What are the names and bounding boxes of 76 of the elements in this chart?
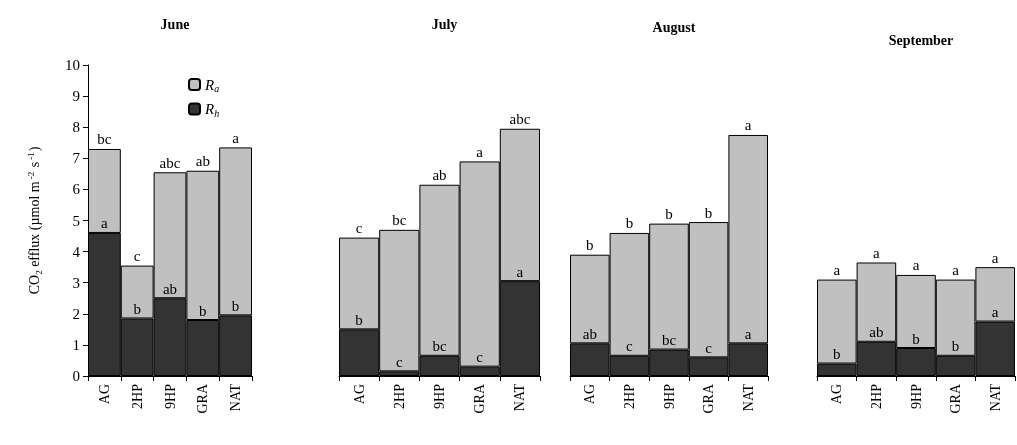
x-tick-label: GRA [701,383,717,414]
annotation: b [833,346,841,363]
annotation: a [476,143,484,160]
x-tick-label: 2HP [868,383,884,409]
annotation: a [991,304,999,321]
x-tick-label: 2HP [621,383,637,409]
annotation: bc [392,212,407,229]
annotation: bc [97,131,112,148]
annotation: c [395,353,403,370]
y-tick-label: 0 [72,368,80,384]
annotation: c [476,349,484,366]
annotation: a [833,262,841,279]
x-tick-label: 9HP [908,383,924,409]
annotation: a [744,117,752,134]
annotation: ab [869,324,884,341]
x-tick-label: GRA [195,383,211,414]
annotation: c [133,248,141,265]
chart-title: September [888,32,954,48]
x-tick-label: AG [96,384,112,405]
x-tick-label: 9HP [661,383,677,409]
y-tick-label: 8 [72,119,80,136]
y-tick-label: 3 [72,274,80,291]
annotation: a [232,129,240,146]
annotation: b [231,297,240,314]
annotation: b [665,206,673,223]
annotation: b [199,302,207,319]
annotation: a [991,249,999,266]
y-tick-label: 7 [72,150,81,167]
annotation: c [705,339,713,356]
x-tick-label: 2HP [391,383,407,409]
x-tick-label: AG [351,384,367,405]
annotation: ab [162,280,178,297]
annotation: b [133,300,141,317]
x-tick-label: 9HP [432,383,447,409]
y-tick-label: 10 [65,57,80,73]
annotation: c [355,220,363,237]
chart-title: July [431,16,458,32]
x-tick-label: NAT [987,383,1003,412]
y-tick-label: 5 [72,212,80,229]
annotation: a [516,263,524,280]
x-tick-label: AG [582,384,598,405]
x-tick-label: GRA [472,383,488,414]
annotation: abc [159,154,181,171]
x-tick-label: NAT [228,383,244,412]
annotation: b [586,237,594,254]
annotation: b [912,330,920,347]
x-tick-label: AG [829,384,845,405]
annotation: a [101,215,109,232]
chart-title: June [160,16,190,32]
annotation: bc [432,338,447,355]
annotation: abc [509,111,531,128]
chart-title: August [652,19,696,35]
x-tick-label: 9HP [162,383,178,409]
annotation: ab [582,325,597,342]
y-tick-label: 2 [72,305,80,322]
annotation: b [625,215,634,232]
annotation: bc [661,332,677,349]
x-tick-label: 2HP [129,383,145,409]
y-tick-label: 4 [72,243,81,260]
y-tick-label: 1 [72,336,80,353]
x-tick-label: NAT [512,383,528,412]
annotation: b [951,338,960,355]
annotation: b [704,204,713,221]
y-tick-label: 9 [72,88,80,105]
x-tick-label: NAT [740,383,756,412]
annotation: a [952,262,960,279]
x-tick-label: GRA [948,383,964,414]
annotation: a [873,244,881,261]
y-axis-title: CO2 efflux (µmol m-2 s-1) [25,146,44,295]
annotation: b [355,311,363,328]
annotation: a [744,325,752,342]
annotation: ab [195,153,210,170]
y-tick-label: 6 [72,181,81,198]
annotation: ab [432,167,447,184]
annotation: c [626,338,634,355]
annotation: a [912,257,920,274]
